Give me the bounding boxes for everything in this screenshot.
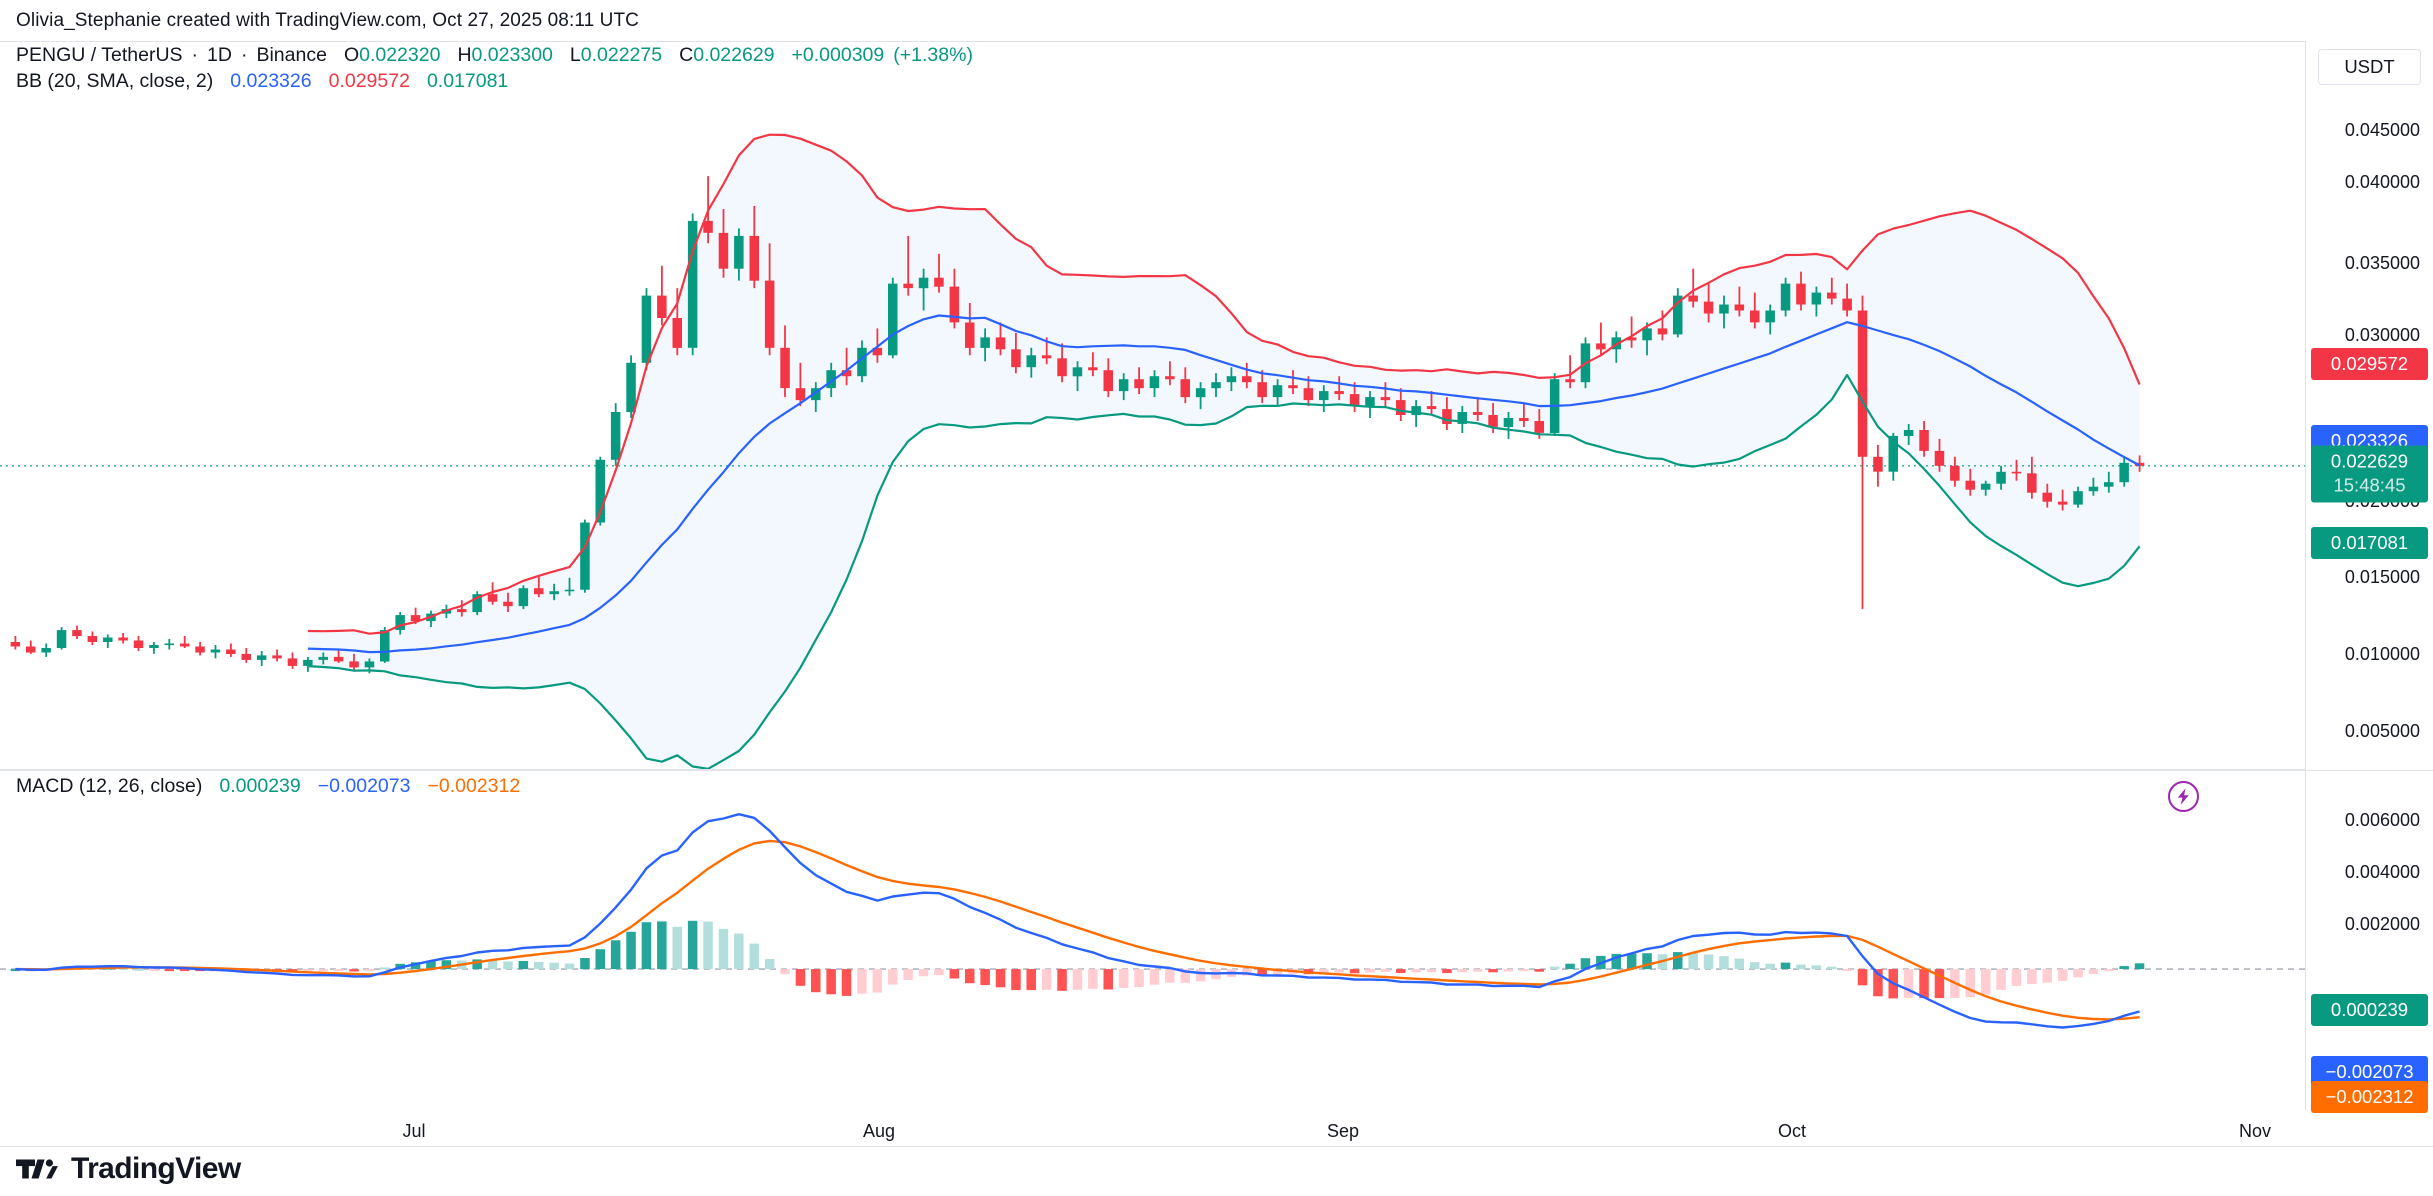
macd-chart-canvas [0,813,2305,1029]
price-axis-tick: 0.045000 [2344,120,2420,140]
bb-upper-value: 0.029572 [328,70,410,92]
time-axis-tick: Nov [2238,1121,2272,1141]
macd-axis-tick: 0.002000 [2344,914,2420,934]
legend-close-key: C [679,44,694,66]
legend-symbol[interactable]: PENGU / TetherUS [16,44,183,66]
macd-axis-tick: 0.006000 [2344,810,2420,830]
legend-high-key: H [457,44,472,66]
legend-close-value: 0.022629 [693,44,775,66]
price-axis-tick: 0.040000 [2344,172,2420,192]
bollinger-bands-legend[interactable]: BB (20, SMA, close, 2) 0.023326 0.029572 0.… [16,68,508,94]
bb-lower-value: 0.017081 [426,70,509,92]
macd-line-value: −0.002073 [317,775,411,797]
legend-sep-1: · [191,44,199,66]
tradingview-brand-name: TradingView [71,1152,241,1185]
price-legend[interactable]: PENGU / TetherUS · 1D · Binance O0.022320 H0.0… [16,42,973,68]
price-axis-tick: 0.035000 [2344,253,2420,273]
time-axis-tick: Sep [1326,1121,1360,1141]
bar-countdown: 15:48:45 [2333,474,2406,496]
price-pane[interactable]: PENGU / TetherUS · 1D · Binance O0.022320 H0.0… [0,41,2305,812]
price-axis-tick: 0.010000 [2344,644,2420,664]
price-axis-tick: 0.005000 [2344,721,2420,741]
tradingview-brand[interactable]: TradingView [16,1152,241,1186]
legend-open-key: O [343,44,360,66]
macd-legend[interactable]: MACD (12, 26, close) 0.000239 −0.002073 −0.… [16,773,520,799]
bb-upper-price-badge: 0.029572 [2311,348,2428,380]
legend-interval[interactable]: 1D [207,44,232,66]
last-price-value: 0.022629 [2330,450,2409,472]
legend-open-value: 0.022320 [359,44,441,66]
macd-hist-value: 0.000239 [219,775,301,797]
macd-pane[interactable]: MACD (12, 26, close) 0.000239 −0.002073 −0.… [0,770,2305,1110]
last-price-badge[interactable]: 0.022629 15:48:45 [2311,445,2428,503]
lightning-bolt-icon[interactable] [2167,780,2200,813]
bb-lower-price-badge: 0.017081 [2311,527,2428,559]
pane-divider [0,770,2433,771]
macd-signal-badge: −0.002312 [2311,1081,2428,1113]
legend-change-absolute: +0.000309 [791,44,885,66]
macd-axis-tick: 0.004000 [2344,862,2420,882]
macd-hist-badge: 0.000239 [2311,994,2428,1026]
price-axis-tick: 0.030000 [2344,325,2420,345]
price-chart-canvas [0,133,2305,769]
macd-axis[interactable]: 0.006000 0.004000 0.002000 0.000239 −0.0… [2305,770,2433,1113]
macd-title[interactable]: MACD (12, 26, close) [16,775,203,797]
bb-title[interactable]: BB (20, SMA, close, 2) [16,70,214,92]
bb-basis-value: 0.023326 [230,70,312,92]
legend-low-value: 0.022275 [580,44,663,66]
legend-low-key: L [569,44,581,66]
tradingview-logo-icon [16,1156,58,1182]
legend-exchange[interactable]: Binance [256,44,327,66]
chart-frame: PENGU / TetherUS · 1D · Binance O0.022320 H0.0… [0,41,2433,1147]
time-axis-tick: Jul [402,1121,426,1141]
legend-change-percent: (+1.38%) [893,44,973,66]
price-axis-tick: 0.015000 [2344,567,2420,587]
time-axis-tick: Oct [1777,1121,1807,1141]
attribution-text: Olivia_Stephanie created with TradingVie… [16,10,639,31]
legend-sep-2: · [240,44,248,66]
time-axis[interactable]: Jul Aug Sep Oct Nov [0,1110,2433,1147]
legend-high-value: 0.023300 [471,44,553,66]
price-axis[interactable]: USDT 0.045000 0.040000 0.035000 0.030000… [2305,41,2433,770]
currency-chip[interactable]: USDT [2318,49,2421,85]
macd-signal-value: −0.002312 [427,775,521,797]
time-axis-tick: Aug [862,1121,896,1141]
